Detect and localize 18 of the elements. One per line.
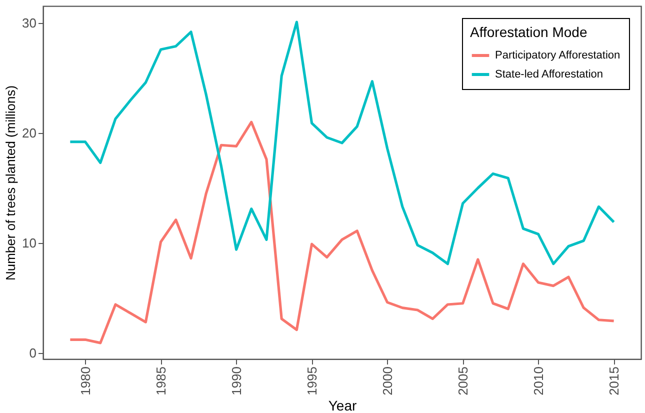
legend-label: State-led Afforestation xyxy=(495,68,604,80)
legend-title: Afforestation Mode xyxy=(470,24,588,40)
legend-label: Participatory Afforestation xyxy=(495,50,620,62)
y-tick-label: 30 xyxy=(22,16,36,31)
x-tick-label: 1990 xyxy=(228,366,244,396)
y-axis-title: Number of trees planted (millions) xyxy=(3,85,18,281)
line-series xyxy=(68,120,616,344)
x-tick-label: 1995 xyxy=(304,366,320,396)
y-tick-label: 10 xyxy=(22,235,36,250)
x-tick-label: 2000 xyxy=(380,366,395,396)
y-tick-label: 20 xyxy=(22,126,36,141)
x-tick-label: 2015 xyxy=(606,366,622,396)
x-tick-label: 2005 xyxy=(455,366,470,396)
y-tick-label: 0 xyxy=(29,345,36,360)
x-tick-label: 2010 xyxy=(530,366,546,396)
x-axis-title: Year xyxy=(328,397,357,413)
x-tick-label: 1985 xyxy=(153,366,168,396)
x-tick-label: 1980 xyxy=(78,366,93,396)
